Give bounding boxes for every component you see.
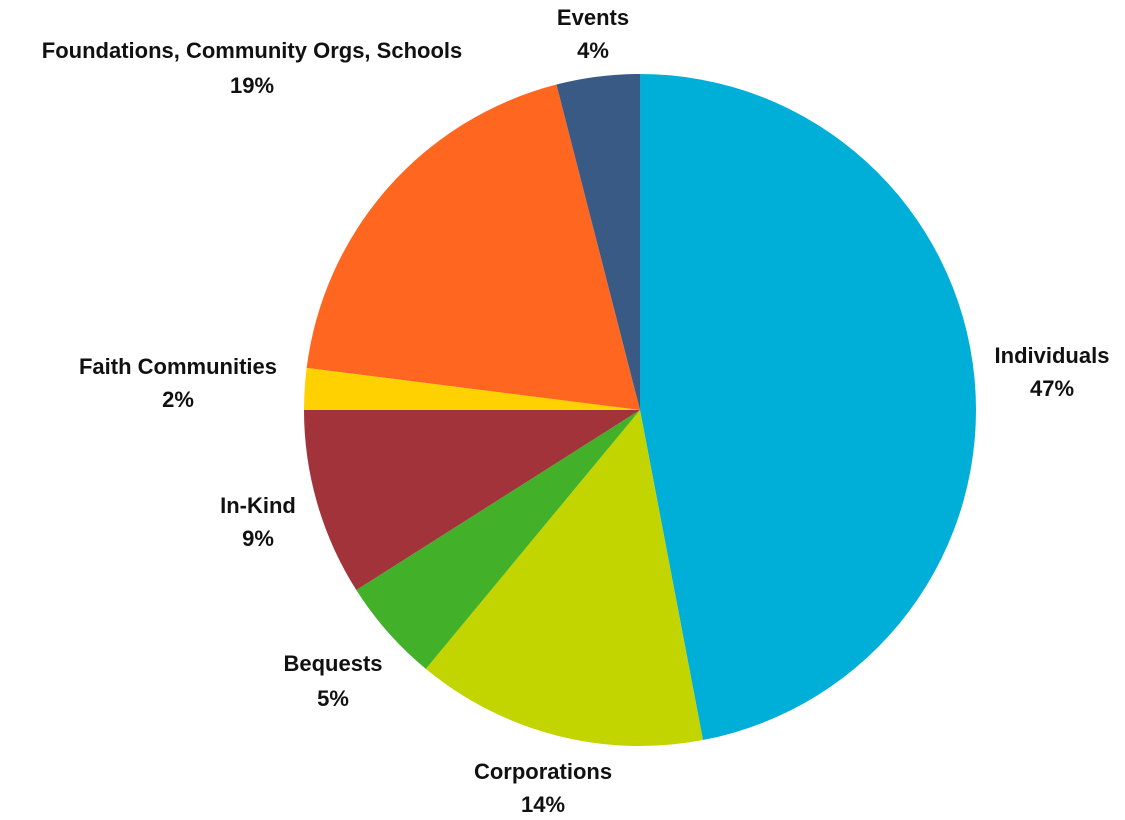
pie-slices — [304, 74, 977, 746]
label-bequests-name: Bequests — [283, 651, 382, 676]
pie-labels: Individuals 47% Corporations 14% Bequest… — [42, 5, 1110, 817]
label-corporations-value: 14% — [521, 792, 565, 817]
label-bequests-value: 5% — [317, 686, 349, 711]
pie-slice-bequests — [356, 410, 640, 669]
label-in-kind-value: 9% — [242, 526, 274, 551]
label-individuals-value: 47% — [1030, 376, 1074, 401]
label-in-kind-name: In-Kind — [220, 493, 296, 518]
pie-slice-faith-communities — [304, 367, 640, 410]
label-individuals-name: Individuals — [995, 343, 1110, 368]
label-foundations-value: 19% — [230, 73, 274, 98]
pie-slice-corporations — [425, 410, 703, 746]
pie-slice-in-kind — [304, 410, 640, 591]
label-corporations-name: Corporations — [474, 759, 612, 784]
label-foundations-name: Foundations, Community Orgs, Schools — [42, 38, 462, 63]
label-events-name: Events — [557, 5, 629, 30]
pie-slice-foundations-community-orgs-schools — [306, 84, 640, 410]
pie-slice-events — [556, 74, 640, 410]
pie-slice-individuals — [640, 74, 977, 741]
label-faith-communities-value: 2% — [162, 387, 194, 412]
label-faith-communities-name: Faith Communities — [79, 354, 277, 379]
label-events-value: 4% — [577, 38, 609, 63]
